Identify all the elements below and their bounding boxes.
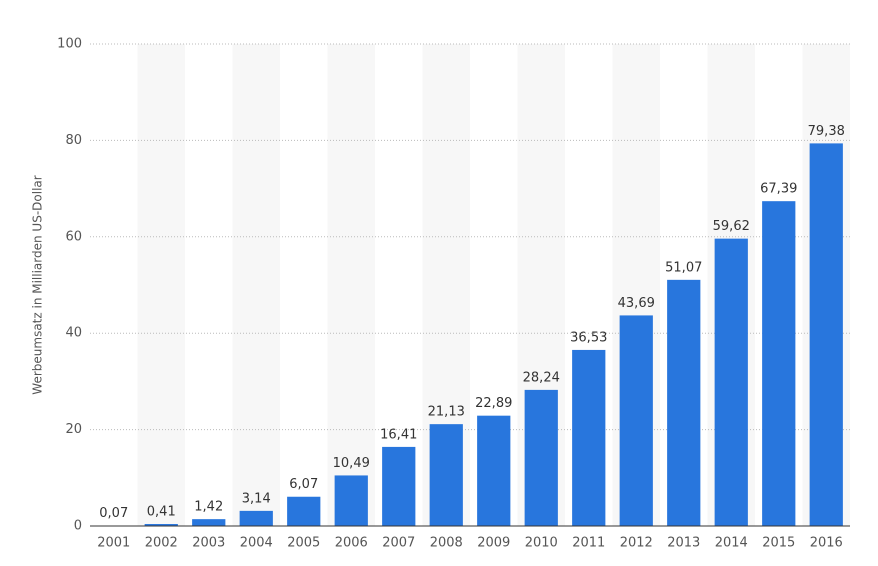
data-label: 59,62 [713, 219, 750, 234]
x-tick-label: 2006 [335, 536, 368, 551]
band-shade [137, 44, 185, 526]
x-tick-label: 2010 [525, 536, 558, 551]
bar [429, 424, 463, 526]
bar [667, 279, 701, 526]
bar [762, 201, 796, 526]
x-tick-label: 2007 [382, 536, 415, 551]
bar [714, 238, 748, 527]
y-tick-label: 100 [57, 37, 82, 52]
bar [287, 496, 321, 526]
bar [144, 524, 178, 526]
x-tick-label: 2004 [240, 536, 273, 551]
bar [477, 415, 511, 526]
band-shade [232, 44, 280, 526]
data-label: 21,13 [428, 405, 465, 420]
bar [239, 510, 273, 526]
data-label: 16,41 [380, 427, 417, 442]
band-shade [327, 44, 375, 526]
data-label: 6,07 [289, 477, 318, 492]
data-label: 51,07 [665, 260, 702, 275]
data-label: 36,53 [570, 330, 607, 345]
y-tick-label: 80 [65, 133, 82, 148]
bar [382, 446, 416, 526]
x-tick-label: 2003 [192, 536, 225, 551]
x-tick-label: 2009 [477, 536, 510, 551]
bar [524, 389, 558, 526]
bar [192, 519, 226, 526]
x-tick-label: 2008 [430, 536, 463, 551]
x-tick-label: 2016 [810, 536, 843, 551]
data-label: 10,49 [333, 456, 370, 471]
bar [572, 349, 606, 526]
data-label: 67,39 [760, 182, 797, 197]
x-tick-label: 2011 [572, 536, 605, 551]
data-label: 28,24 [523, 370, 560, 385]
y-tick-label: 60 [65, 229, 82, 244]
y-tick-label: 0 [74, 519, 82, 534]
x-tick-label: 2014 [715, 536, 748, 551]
data-label: 3,14 [242, 491, 271, 506]
bar [334, 475, 368, 526]
bar [619, 315, 653, 526]
data-label: 0,07 [99, 506, 128, 521]
y-tick-label: 40 [65, 326, 82, 341]
y-tick-label: 20 [65, 422, 82, 437]
data-label: 0,41 [147, 505, 176, 520]
data-label: 43,69 [618, 296, 655, 311]
x-tick-label: 2001 [97, 536, 130, 551]
x-tick-label: 2012 [620, 536, 653, 551]
x-tick-label: 2015 [762, 536, 795, 551]
y-axis-label: Werbeumsatz in Milliarden US-Dollar [31, 175, 45, 394]
x-tick-label: 2002 [145, 536, 178, 551]
x-tick-label: 2005 [287, 536, 320, 551]
data-label: 22,89 [475, 396, 512, 411]
data-label: 79,38 [808, 124, 845, 139]
data-label: 1,42 [194, 500, 223, 515]
x-tick-label: 2013 [667, 536, 700, 551]
bar [809, 143, 843, 526]
